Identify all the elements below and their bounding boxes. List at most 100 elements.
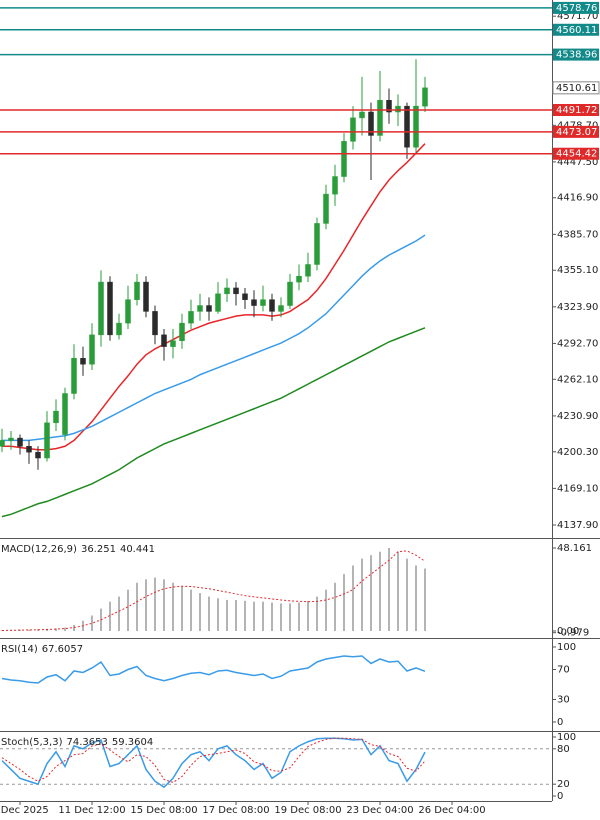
- histogram-bar: [379, 551, 381, 632]
- histogram-bar: [307, 600, 309, 632]
- candle-body: [17, 437, 23, 447]
- y-tick-label: 30: [557, 694, 570, 705]
- indicator-label: Stoch(5,3,3) 74.3653 59.3604: [1, 737, 153, 748]
- y-tick-label: 100: [557, 732, 576, 743]
- candle-body: [233, 287, 239, 295]
- moving-average: [2, 234, 426, 442]
- indicator-value: 67.6057: [42, 644, 83, 655]
- histogram-bar: [1, 630, 3, 632]
- histogram-bar: [199, 593, 201, 632]
- candle-body: [35, 451, 41, 459]
- histogram-bar: [352, 565, 354, 632]
- candle-body: [0, 440, 5, 447]
- candle-body: [242, 293, 248, 300]
- candle-body: [269, 299, 275, 312]
- y-tick-label: 4262.10: [557, 374, 598, 385]
- x-tick-label: 9 Dec 2025: [0, 805, 49, 816]
- histogram-bar: [316, 596, 318, 632]
- histogram-bar: [145, 579, 147, 632]
- price-level-label: 4491.72: [556, 105, 597, 116]
- histogram-bar: [190, 589, 192, 632]
- histogram-bar: [64, 627, 66, 632]
- candle-body: [179, 322, 185, 341]
- current-price-label: 4510.61: [556, 83, 597, 94]
- price-level-label: 4454.42: [556, 149, 597, 160]
- histogram-bar: [217, 598, 219, 632]
- indicator-value: 74.3653: [66, 737, 107, 748]
- x-tick-label: 15 Dec 08:00: [130, 805, 197, 816]
- y-tick-label: 4447.50: [557, 157, 598, 168]
- y-tick-label: 0.00: [557, 626, 579, 637]
- histogram-bar: [118, 596, 120, 632]
- indicator-name: MACD(12,26,9): [1, 544, 77, 555]
- candle-body: [305, 264, 311, 277]
- histogram-bar: [388, 547, 390, 632]
- histogram-bar: [208, 596, 210, 632]
- indicator-name: RSI(14): [1, 644, 38, 655]
- candle-body: [395, 105, 401, 113]
- price-level-box: [553, 1, 599, 14]
- indicator-label: MACD(12,26,9) 36.251 40.441: [1, 544, 155, 555]
- candle-body: [62, 393, 68, 435]
- candle-body: [332, 176, 338, 195]
- y-tick-label: 4200.30: [557, 447, 598, 458]
- histogram-bar: [370, 555, 372, 632]
- candle-body: [197, 305, 203, 312]
- indicator-line: [1, 655, 426, 684]
- candle-body: [404, 105, 410, 148]
- candle-body: [188, 311, 194, 324]
- candle-body: [287, 281, 293, 306]
- price-level-label: 4578.76: [556, 3, 597, 14]
- candle-body: [368, 111, 374, 136]
- y-tick-label: 80: [557, 744, 570, 755]
- histogram-bar: [262, 601, 264, 632]
- indicator-line: [1, 737, 426, 789]
- x-tick-label: 26 Dec 04:00: [418, 805, 485, 816]
- y-tick-label: 4292.70: [557, 338, 598, 349]
- y-tick-label: 4355.10: [557, 265, 598, 276]
- x-tick-label: 19 Dec 08:00: [274, 805, 341, 816]
- candle-body: [350, 117, 356, 142]
- candle-body: [44, 422, 50, 459]
- candle-body: [260, 299, 266, 306]
- candle-body: [377, 100, 383, 136]
- histogram-bar: [244, 600, 246, 632]
- candle-body: [125, 299, 131, 324]
- candle-body: [386, 100, 392, 113]
- price-level-box: [553, 48, 599, 61]
- y-tick-label: 4323.90: [557, 302, 598, 313]
- histogram-bar: [361, 558, 363, 632]
- price-level-label: 4473.07: [556, 127, 597, 138]
- histogram-bar: [136, 582, 138, 632]
- signal-line: [1, 550, 426, 631]
- indicator-line: [1, 737, 426, 783]
- price-level-box: [553, 125, 599, 138]
- histogram-bar: [298, 602, 300, 632]
- histogram-bar: [154, 577, 156, 632]
- candle-body: [170, 340, 176, 347]
- histogram-bar: [172, 582, 174, 632]
- candle-body: [89, 334, 95, 365]
- y-tick-label: 4137.90: [557, 520, 598, 531]
- histogram-bar: [406, 558, 408, 632]
- y-tick-label: 70: [557, 664, 570, 675]
- y-tick-label: -0.979: [557, 628, 589, 639]
- y-tick-label: 4571.70: [557, 11, 598, 22]
- histogram-bar: [325, 589, 327, 632]
- histogram-bar: [289, 603, 291, 632]
- candle-body: [53, 410, 59, 424]
- indicator-value: 59.3604: [112, 737, 153, 748]
- candle-body: [323, 193, 329, 224]
- candle-body: [314, 223, 320, 265]
- candle-body: [251, 299, 257, 306]
- y-tick-label: 4416.90: [557, 193, 598, 204]
- histogram-bar: [127, 589, 129, 632]
- histogram-bar: [46, 628, 48, 632]
- histogram-bar: [55, 628, 57, 632]
- candle-body: [26, 446, 32, 453]
- price-level-box: [553, 103, 599, 116]
- x-tick-label: 17 Dec 08:00: [202, 805, 269, 816]
- candle-body: [278, 305, 284, 312]
- histogram-bar: [424, 568, 426, 632]
- moving-average: [2, 143, 426, 451]
